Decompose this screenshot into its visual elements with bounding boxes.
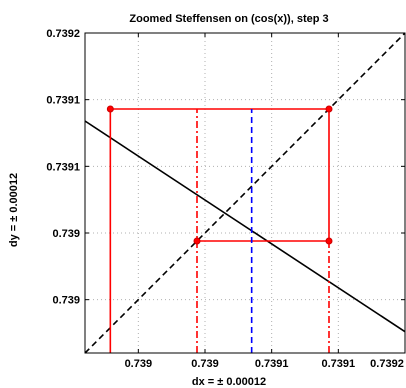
y-tick-label-1: 0.739 <box>52 228 80 240</box>
marker-point-3 <box>193 237 201 245</box>
x-axis-label: dx = ± 0.00012 <box>192 376 266 388</box>
y-tick-label-0: 0.739 <box>52 295 80 307</box>
y-tick-label-2: 0.7391 <box>46 161 80 173</box>
x-tick-label-0: 0.739 <box>125 358 153 370</box>
y-tick-label-4: 0.7392 <box>46 28 80 40</box>
x-tick-label-4: 0.7392 <box>370 358 404 370</box>
chart-title: Zoomed Steffensen on (cos(x)), step 3 <box>129 13 328 25</box>
y-axis-label: dy = ± 0.00012 <box>8 173 20 247</box>
series-diagonal <box>84 32 406 354</box>
plot-area: 0.739 0.739 0.7391 0.7391 0.7392 0.739 0.739 0.… <box>46 28 406 370</box>
series-cos-curve <box>84 120 406 333</box>
y-tick-label-3: 0.7391 <box>46 95 80 107</box>
marker-point-0 <box>106 105 114 113</box>
x-tick-label-3: 0.7391 <box>322 358 356 370</box>
marker-point-1 <box>325 105 333 113</box>
plot-frame <box>84 32 406 354</box>
marker-point-2 <box>325 237 333 245</box>
x-tick-label-1: 0.739 <box>191 358 219 370</box>
x-tick-label-2: 0.7391 <box>255 358 289 370</box>
